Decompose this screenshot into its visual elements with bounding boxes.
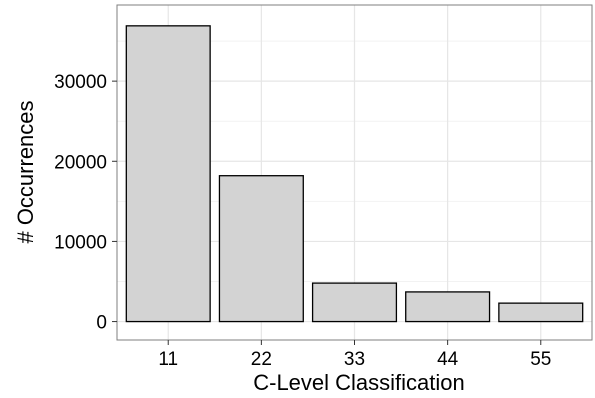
- bars-layer: [125, 25, 584, 323]
- y-tick-label: 20000: [54, 152, 107, 173]
- bar-22: [218, 175, 304, 323]
- axes-layer: 0 10000 20000 30000 11 22 33 44 55: [54, 72, 551, 370]
- y-tick-label: 30000: [54, 72, 107, 93]
- bar-11: [125, 25, 211, 323]
- x-tick-label: 11: [158, 349, 178, 370]
- x-axis-title: C-Level Classification: [253, 370, 465, 395]
- y-axis-title: # Occurrences: [13, 100, 38, 243]
- bar-44: [405, 291, 491, 323]
- bar-55: [498, 302, 584, 323]
- x-tick-label: 44: [437, 349, 459, 370]
- bar-33: [311, 282, 398, 323]
- x-tick-label: 22: [251, 349, 272, 370]
- x-tick-label: 55: [530, 349, 551, 370]
- x-tick-label: 33: [344, 349, 365, 370]
- y-tick-label: 10000: [54, 232, 107, 253]
- y-tick-label: 0: [96, 313, 107, 334]
